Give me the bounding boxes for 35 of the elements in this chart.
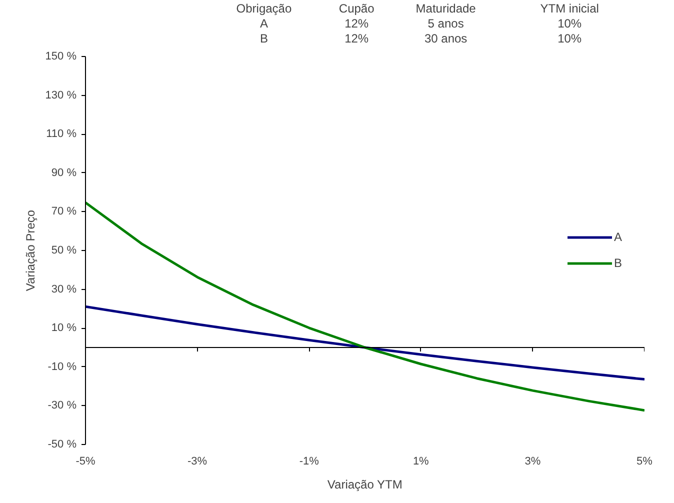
text: 5 anos [428,16,464,30]
text: 10% [558,16,582,30]
y-tick-label: 150 % [45,50,77,62]
y-tick-label: 30 % [51,283,77,296]
x-axis-title: Variação YTM [327,478,402,492]
legend-label: B [614,256,624,270]
text: 12% [344,16,369,30]
x-tick-label: 3% [524,456,541,468]
text: Maturidade [416,2,476,16]
y-tick-label: 70 % [51,206,77,218]
x-tick-label: 1% [412,456,430,468]
text: 12% [344,32,369,46]
text: Obrigação [236,2,292,16]
y-tick-label: -50 % [48,438,77,450]
y-tick-label: 90 % [51,166,77,179]
y-tick-label: 50 % [51,244,77,256]
x-tick-label: -3% [188,456,208,468]
legend-label: A [614,230,624,244]
line-series [86,201,644,412]
y-tick-label: 10 % [51,322,77,334]
x-tick-label: -1% [299,456,320,468]
text: A [260,16,268,30]
text: YTM inicial [540,2,599,16]
y-axis-title: Variação Preço [23,210,38,292]
y-tick-label: 110 % [46,128,77,140]
line-series [86,305,644,381]
x-tick-label: 5% [636,456,653,468]
x-tick-label: -5% [76,456,96,468]
text: B [260,32,268,46]
text: 10% [558,32,582,46]
text: 30 anos [424,32,468,46]
text: Cupão [338,2,375,16]
y-tick-label: -30 % [48,400,77,412]
y-tick-label: 130 % [45,89,77,102]
y-tick-label: -10 % [48,360,77,373]
